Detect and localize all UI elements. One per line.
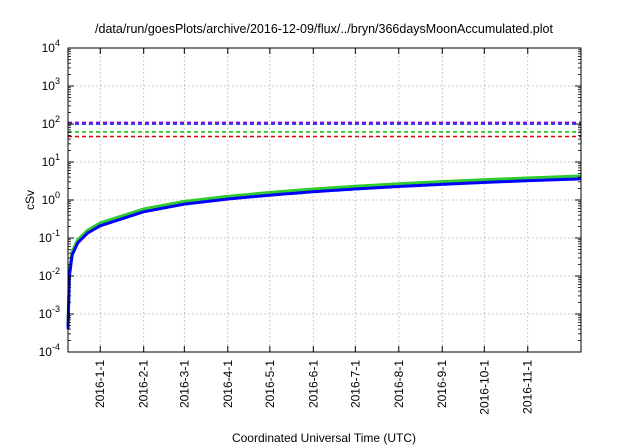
- x-tick-label: 2016-4-1: [221, 360, 235, 408]
- y-tick-label: 104: [42, 38, 60, 55]
- y-tick-label: 101: [42, 152, 60, 169]
- x-tick-label: 2016-3-1: [177, 360, 191, 408]
- x-tick-label: 2016-5-1: [263, 360, 277, 408]
- x-tick-label: 2016-8-1: [392, 360, 406, 408]
- x-tick-label: 2016-9-1: [435, 360, 449, 408]
- y-tick-label: 102: [42, 114, 60, 131]
- reference-lines: [68, 121, 581, 138]
- x-axis-ticks: 2016-1-1 2016-2-1 2016-3-1 2016-4-1 2016-5-1…: [93, 48, 535, 415]
- x-tick-label: 2016-7-1: [348, 360, 362, 408]
- x-axis-label: Coordinated Universal Time (UTC): [232, 431, 416, 445]
- y-tick-label: 10-1: [39, 228, 60, 245]
- x-tick-label: 2016-6-1: [306, 360, 320, 408]
- y-axis-label: cSv: [23, 190, 37, 210]
- x-tick-label: 2016-10-1: [477, 360, 491, 415]
- grid: [68, 48, 581, 352]
- series-line: [66, 174, 582, 326]
- chart-title: /data/run/goesPlots/archive/2016-12-09/f…: [95, 22, 553, 36]
- series-group: [66, 174, 582, 330]
- x-tick-label: 2016-1-1: [93, 360, 107, 408]
- x-tick-label: 2016-11-1: [521, 360, 535, 414]
- y-tick-label: 10-2: [39, 266, 60, 283]
- y-tick-label: 10-4: [39, 342, 60, 359]
- y-axis-ticks: 10-4 10-3 10-2 10-1 100 101 102 103 104: [39, 38, 581, 359]
- x-tick-label: 2016-2-1: [137, 360, 151, 408]
- y-tick-label: 100: [42, 190, 60, 207]
- y-tick-label: 103: [42, 76, 60, 93]
- series-line: [66, 177, 582, 330]
- y-tick-label: 10-3: [39, 304, 60, 321]
